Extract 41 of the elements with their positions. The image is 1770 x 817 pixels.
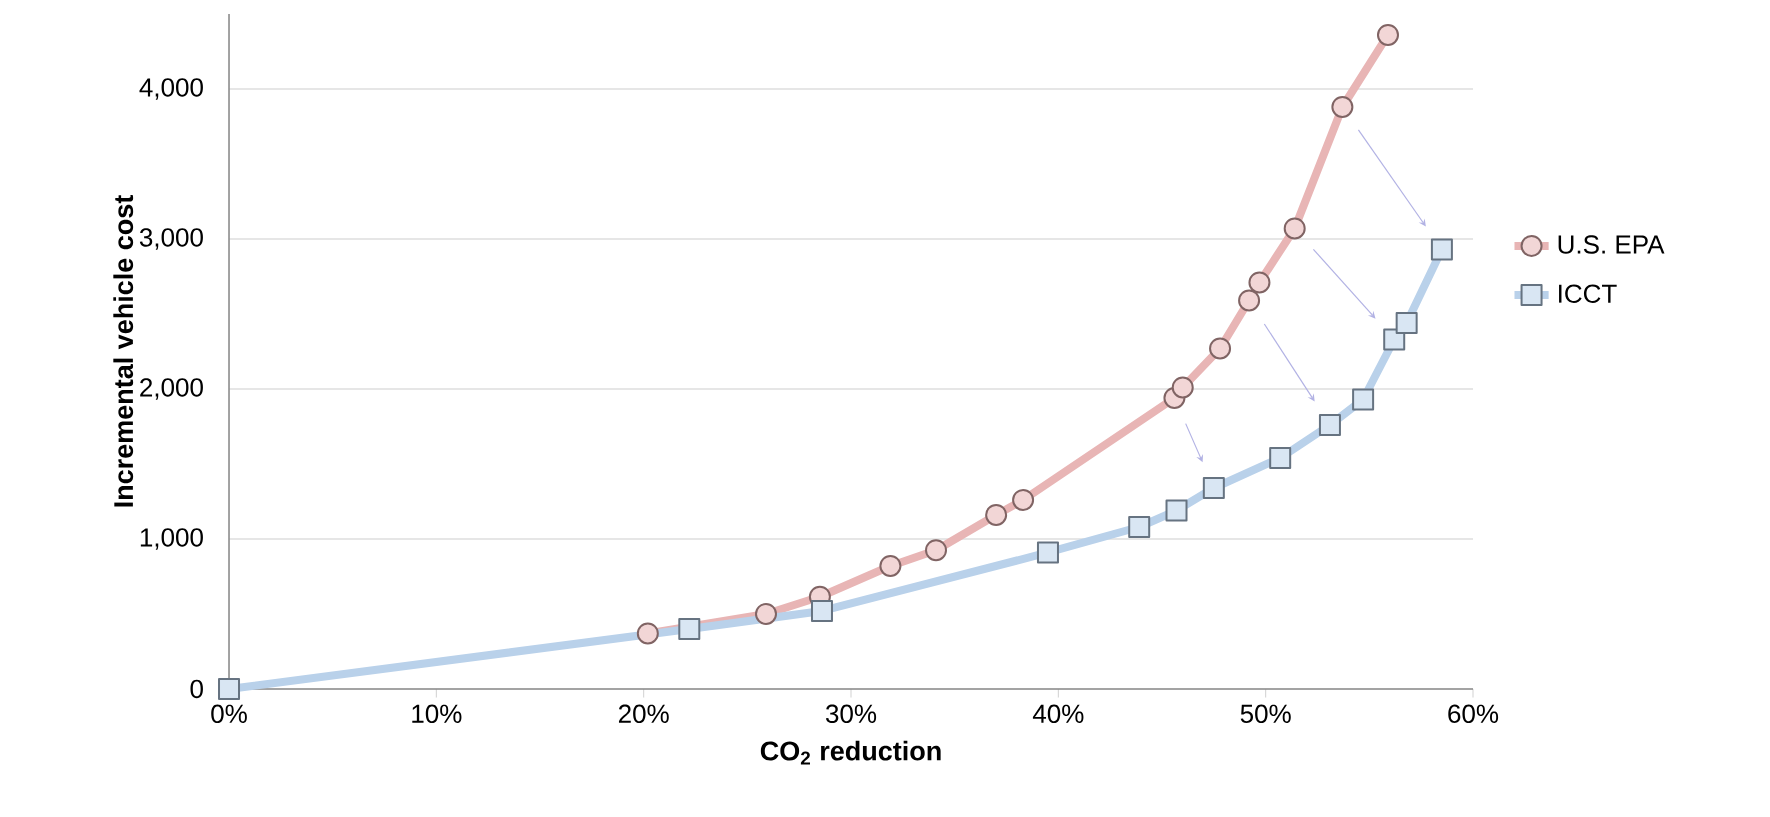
point: [925, 539, 948, 562]
point: [678, 617, 701, 640]
x-tick-label: 60%: [1448, 704, 1499, 723]
point: [1036, 541, 1059, 564]
point: [1376, 23, 1399, 46]
point: [1248, 271, 1271, 294]
x-tick-label: 0%: [211, 704, 247, 723]
y-tick-label: 2,000: [140, 378, 203, 400]
point: [985, 503, 1008, 526]
point: [1128, 515, 1151, 538]
x-tick-label: 50%: [1240, 704, 1291, 723]
y-axis-title: Incremental vehicle cost: [113, 195, 134, 507]
point: [1331, 95, 1354, 118]
point: [1430, 238, 1453, 261]
point: [1238, 289, 1261, 312]
point: [1352, 388, 1375, 411]
y-tick-label: 3,000: [139, 228, 203, 250]
point: [879, 554, 902, 577]
point: [1165, 499, 1188, 522]
y-tick-label: 0: [190, 679, 203, 699]
legend-label: ICCT: [1559, 284, 1617, 303]
x-axis-title: CO$_{2}$ reduction: [760, 740, 941, 765]
point: [1318, 413, 1341, 436]
point: [1209, 337, 1232, 360]
point: [1012, 488, 1035, 511]
point: [1269, 446, 1292, 469]
x-tick-label: 40%: [1032, 704, 1084, 723]
x-tick-label: 20%: [618, 704, 669, 723]
point: [1283, 217, 1306, 240]
point: [1395, 311, 1418, 334]
point: [1171, 376, 1194, 399]
legend-label: U.S. EPA: [1558, 235, 1665, 254]
y-tick-label: 4,000: [139, 78, 203, 100]
x-tick-label: 10%: [412, 704, 462, 723]
point: [636, 622, 659, 645]
point: [755, 602, 777, 625]
point: [1202, 476, 1225, 499]
x-tick-label: 30%: [825, 704, 877, 723]
y-tick-label: 1,000: [140, 528, 203, 550]
point: [218, 677, 241, 700]
point: [810, 599, 833, 622]
